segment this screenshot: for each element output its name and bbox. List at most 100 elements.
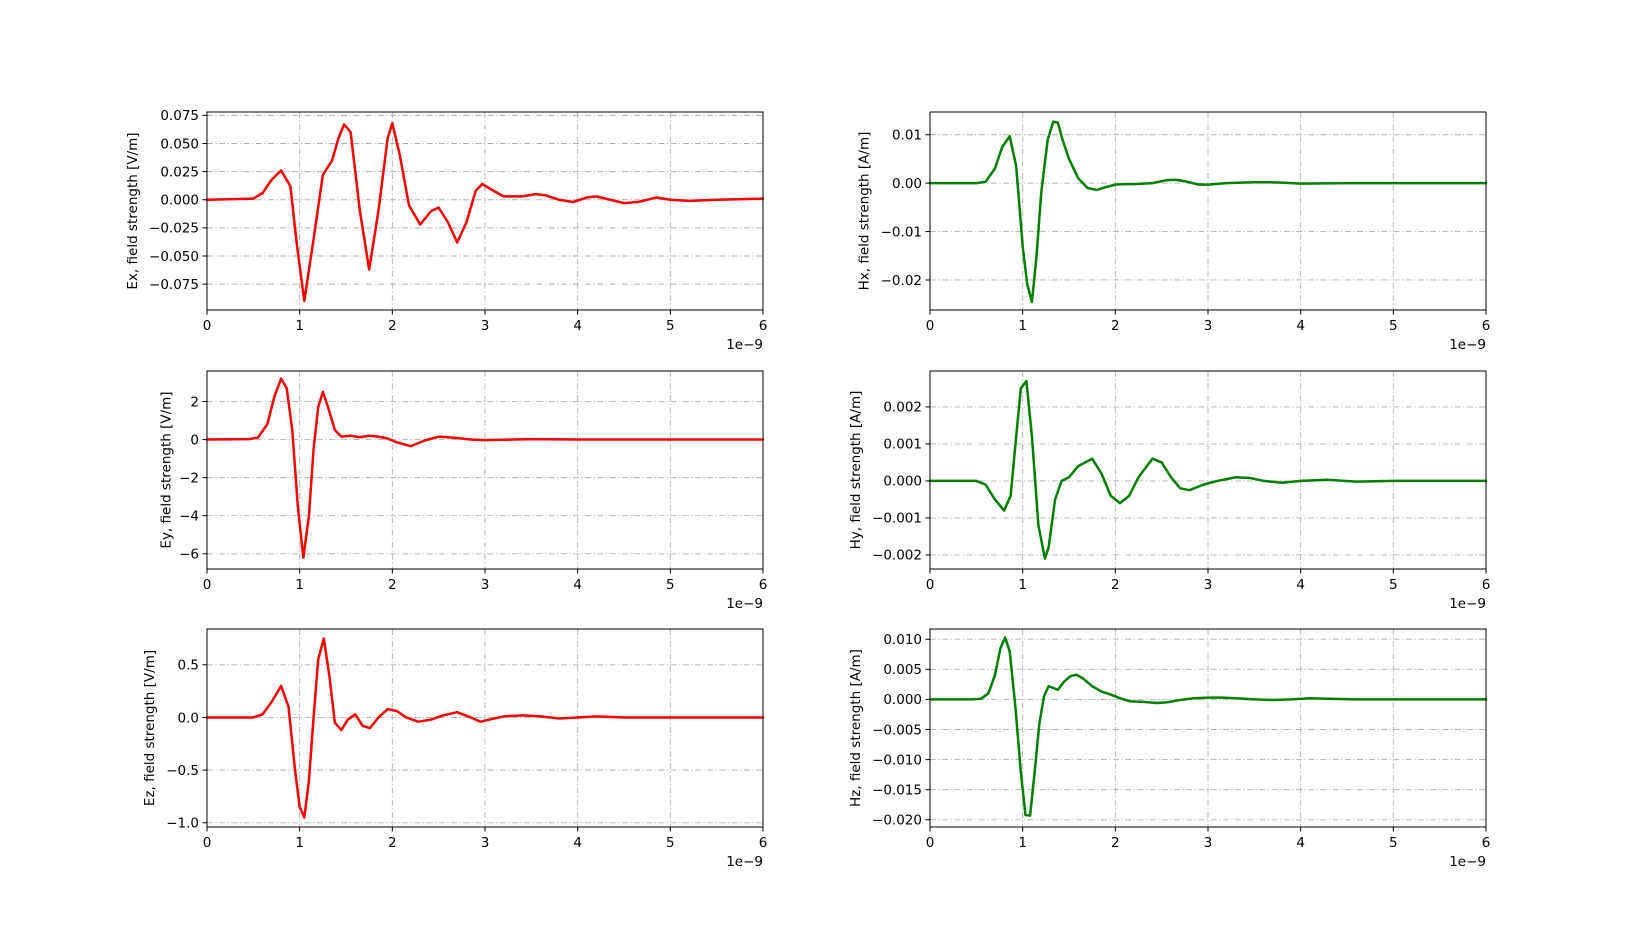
hy-y-tick-label-2: 0.000	[883, 474, 922, 490]
hy-y-tick-label-3: −0.001	[872, 511, 922, 527]
hy-y-tick-label-0: 0.002	[883, 400, 922, 416]
ey-x-tick-label-0: 0	[203, 577, 212, 593]
ex-y-tick-label-1: 0.050	[160, 136, 199, 152]
hz-y-tick-label-2: 0.000	[883, 692, 922, 708]
ex-x-tick-label-6: 6	[759, 318, 768, 334]
hx-x-tick-label-1: 1	[1018, 318, 1027, 334]
hx-x-tick-label-0: 0	[926, 318, 935, 334]
ey-x-tick-label-1: 1	[295, 577, 304, 593]
ez-y-tick-label-2: −0.5	[166, 763, 199, 779]
ex-y-tick-label-2: 0.025	[160, 164, 199, 180]
ey-y-tick-label-1: 0	[190, 432, 199, 448]
hz-y-tick-label-6: −0.020	[872, 813, 922, 829]
hz-x-tick-label-6: 6	[1482, 835, 1491, 851]
hz-y-tick-label-4: −0.010	[872, 752, 922, 768]
ey-x-tick-label-4: 4	[573, 577, 582, 593]
hz-y-tick-label-3: −0.005	[872, 722, 922, 738]
ey-x-tick-label-5: 5	[666, 577, 675, 593]
ey-x-tick-label-6: 6	[759, 577, 768, 593]
ez-x-tick-label-4: 4	[573, 835, 582, 851]
hy-x-tick-label-2: 2	[1111, 577, 1120, 593]
ez-y-tick-label-3: −1.0	[166, 816, 199, 832]
hx-x-tick-label-5: 5	[1389, 318, 1398, 334]
hz-x-tick-label-0: 0	[926, 835, 935, 851]
subplot-hx: 0 1 2 3 4 5 6 0.01 0.00 −0.01 −0.02 1e−9 Hx, field s…	[857, 111, 1491, 353]
ez-y-axis-label: Ez, field strength [V/m]	[142, 650, 158, 806]
ex-y-tick-label-3: 0.000	[160, 193, 199, 209]
hz-x-tick-label-5: 5	[1389, 835, 1398, 851]
ez-x-tick-label-6: 6	[759, 835, 768, 851]
subplot-hz: 0 1 2 3 4 5 6 0.010 0.005 0.000 −0.005 −0.010 −0.015…	[848, 628, 1491, 870]
hz-x-tick-label-4: 4	[1296, 835, 1305, 851]
subplot-ex: 0 1 2 3 4 5 6 0.075 0.050 0.025 0.000 −0.025 −0.050 −…	[125, 108, 767, 353]
ey-y-tick-label-4: −6	[179, 547, 199, 563]
subplot-hy: 0 1 2 3 4 5 6 0.002 0.001 0.000 −0.001 −0.002 1e−9 Hy…	[848, 370, 1491, 612]
hz-x-tick-label-1: 1	[1018, 835, 1027, 851]
hz-x-tick-label-3: 3	[1204, 835, 1213, 851]
hy-x-tick-label-6: 6	[1482, 577, 1491, 593]
ex-y-tick-label-6: −0.075	[149, 277, 199, 293]
hz-y-tick-label-0: 0.010	[883, 632, 922, 648]
hx-y-axis-label: Hx, field strength [A/m]	[857, 132, 873, 291]
ez-x-tick-label-5: 5	[666, 835, 675, 851]
ez-x-tick-label-3: 3	[481, 835, 490, 851]
hy-y-tick-label-1: 0.001	[883, 437, 922, 453]
hy-series-line-0	[928, 379, 1488, 560]
hz-x-tick-label-2: 2	[1111, 835, 1120, 851]
hx-x-offset-label: 1e−9	[1449, 337, 1486, 353]
hy-x-tick-label-5: 5	[1389, 577, 1398, 593]
ex-x-tick-label-3: 3	[481, 318, 490, 334]
ex-x-offset-label: 1e−9	[726, 337, 763, 353]
hy-x-tick-label-0: 0	[926, 577, 935, 593]
subplot-ey: 0 1 2 3 4 5 6 2 0 −2 −4 −6 1e−9 Ey, field strength [V…	[158, 370, 768, 612]
ex-x-tick-label-1: 1	[295, 318, 304, 334]
ez-series-line-0	[205, 637, 765, 819]
hy-y-tick-label-4: −0.002	[872, 548, 922, 564]
ex-x-tick-label-0: 0	[203, 318, 212, 334]
ey-x-tick-label-3: 3	[481, 577, 490, 593]
ex-series-line-0	[205, 122, 765, 303]
ey-x-offset-label: 1e−9	[726, 596, 763, 612]
hx-y-tick-label-3: −0.02	[881, 273, 922, 289]
ex-x-tick-label-2: 2	[388, 318, 397, 334]
ey-x-tick-label-2: 2	[388, 577, 397, 593]
ez-x-tick-label-2: 2	[388, 835, 397, 851]
ex-x-tick-label-4: 4	[573, 318, 582, 334]
hx-x-tick-label-2: 2	[1111, 318, 1120, 334]
hx-y-tick-label-2: −0.01	[881, 224, 922, 240]
ex-y-tick-label-0: 0.075	[160, 108, 199, 124]
hx-y-tick-label-1: 0.00	[892, 176, 922, 192]
ez-y-tick-label-0: 0.5	[178, 658, 199, 674]
hy-y-axis-label: Hy, field strength [A/m]	[848, 391, 864, 550]
hz-y-tick-label-5: −0.015	[872, 782, 922, 798]
hz-y-tick-label-1: 0.005	[883, 662, 922, 678]
ez-x-tick-label-1: 1	[295, 835, 304, 851]
hx-y-tick-label-0: 0.01	[892, 128, 922, 144]
ex-y-tick-label-5: −0.050	[149, 249, 199, 265]
ey-y-tick-label-2: −2	[179, 470, 199, 486]
ex-x-tick-label-5: 5	[666, 318, 675, 334]
ex-y-tick-label-4: −0.025	[149, 221, 199, 237]
hz-y-axis-label: Hz, field strength [A/m]	[848, 649, 864, 807]
ez-x-offset-label: 1e−9	[726, 854, 763, 870]
ey-y-axis-label: Ey, field strength [V/m]	[158, 391, 174, 548]
hx-x-tick-label-4: 4	[1296, 318, 1305, 334]
hy-x-offset-label: 1e−9	[1449, 596, 1486, 612]
hx-x-tick-label-6: 6	[1482, 318, 1491, 334]
hy-x-tick-label-4: 4	[1296, 577, 1305, 593]
hx-x-tick-label-3: 3	[1204, 318, 1213, 334]
hz-x-offset-label: 1e−9	[1449, 854, 1486, 870]
ey-y-tick-label-3: −4	[179, 508, 199, 524]
ey-series-line-0	[205, 377, 765, 559]
hz-series-line-0	[928, 636, 1488, 817]
hx-series-line-0	[928, 120, 1488, 304]
ez-x-tick-label-0: 0	[203, 835, 212, 851]
subplot-ez: 0 1 2 3 4 5 6 0.5 0.0 −0.5 −1.0 1e−9 Ez, field stren…	[142, 628, 768, 870]
ez-y-tick-label-1: 0.0	[178, 710, 199, 726]
hy-x-tick-label-3: 3	[1204, 577, 1213, 593]
ex-y-axis-label: Ex, field strength [V/m]	[125, 132, 141, 289]
ey-y-tick-label-0: 2	[190, 394, 199, 410]
hy-x-tick-label-1: 1	[1018, 577, 1027, 593]
